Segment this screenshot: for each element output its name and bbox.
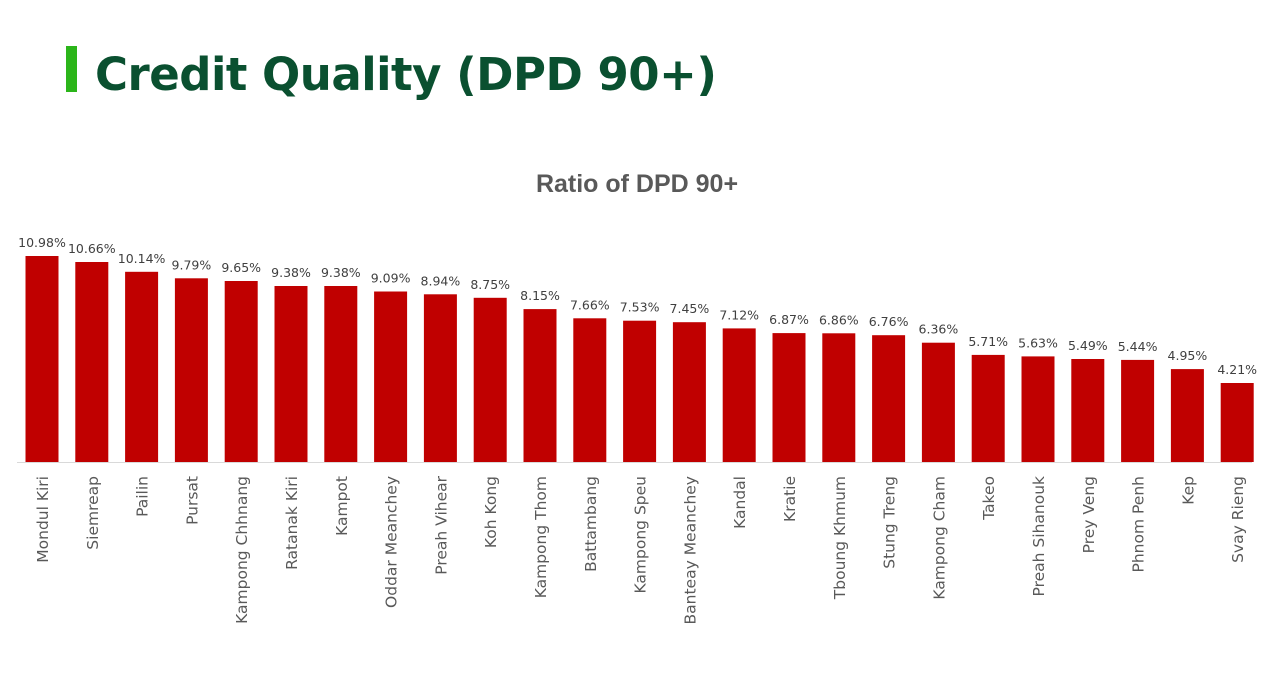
data-label: 10.98% [18,235,66,250]
data-label: 7.45% [670,301,710,316]
data-label: 6.86% [819,312,859,327]
category-label: Kampong Thom [532,476,550,598]
category-label: Battambang [582,476,600,572]
bar-preah-vihear [423,294,457,462]
category-label: Kampong Chhnang [233,476,251,624]
bar-battambang [573,318,607,462]
category-label: Oddar Meanchey [383,476,401,608]
bar-phnom-penh [1121,359,1155,462]
data-label: 4.21% [1217,362,1257,377]
slide-title: Credit Quality (DPD 90+) [95,48,717,101]
category-label: Pailin [134,476,152,517]
data-label: 8.94% [421,273,461,288]
value-labels-group: 10.98% 10.66%10.14% 9.79% 9.65% 9.38% 9.38% 9.… [18,235,1257,377]
category-label: Kratie [781,476,799,522]
category-label: Phnom Penh [1130,476,1148,572]
category-label: Prey Veng [1080,476,1098,553]
bar-pailin [125,271,159,462]
data-label: 7.12% [719,307,759,322]
data-label: 7.66% [570,297,610,312]
data-label: 9.09% [371,271,411,286]
bar-kep [1170,369,1204,462]
bar-pursat [174,278,208,462]
data-label: 6.76% [869,314,909,329]
bar-siemreap [75,262,109,462]
category-label: Takeo [980,476,998,521]
data-label: 9.79% [172,257,212,272]
category-label: Preah Sihanouk [1030,476,1048,596]
category-label: Kep [1179,476,1197,505]
bar-tboung-khmum [822,333,856,462]
data-label: 5.49% [1068,338,1108,353]
bar-preah-sihanouk [1021,356,1055,462]
data-label: 5.63% [1018,335,1058,350]
bar-ratanak-kiri [274,286,308,462]
bar-svay-rieng [1220,383,1254,462]
title-accent-bar [66,46,77,92]
bar-mondul-kiri [25,256,59,462]
bar-takeo [971,354,1005,462]
category-label: Siemreap [84,476,102,550]
bar-koh-kong [473,297,507,462]
bars-group [25,256,1254,462]
data-label: 10.14% [118,251,166,266]
category-label: Pursat [183,476,201,525]
bar-oddar-meanchey [374,291,408,462]
bar-stung-treng [872,335,906,462]
bar-banteay-meanchey [672,322,706,462]
data-label: 7.53% [620,300,660,315]
bar-kampot [324,286,358,462]
chart-title: Ratio of DPD 90+ [536,170,738,198]
category-label: Koh Kong [482,476,500,548]
data-label: 9.65% [221,260,261,275]
category-label: Kampong Speu [632,476,650,593]
bar-kratie [772,333,806,462]
data-label: 6.87% [769,312,809,327]
bar-kandal [722,328,756,462]
bar-kampong-chhnang [224,281,258,462]
category-label: Tboung Khmum [831,476,849,600]
data-label: 4.95% [1168,348,1208,363]
data-label: 9.38% [321,265,361,280]
category-label: Svay Rieng [1229,476,1247,563]
data-label: 5.71% [968,334,1008,349]
bar-kampong-thom [523,309,557,462]
category-label: Mondul Kiri [34,476,52,563]
category-label: Stung Treng [881,476,899,569]
data-label: 10.66% [68,241,116,256]
bar-kampong-speu [623,320,657,462]
data-label: 5.44% [1118,339,1158,354]
data-label: 8.75% [470,277,510,292]
category-label: Kampot [333,476,351,536]
category-label: Kampong Cham [930,476,948,600]
category-labels-group: Mondul Kiri Siemreap Pailin Pursat Kampong C… [34,475,1247,624]
data-label: 8.15% [520,288,560,303]
bar-prey-veng [1071,359,1105,462]
data-label: 9.38% [271,265,311,280]
category-label: Banteay Meanchey [681,476,699,624]
category-label: Kandal [731,476,749,529]
category-label: Preah Vihear [432,475,450,574]
data-label: 6.36% [919,322,959,337]
bar-kampong-cham [921,342,955,462]
category-label: Ratanak Kiri [283,476,301,570]
